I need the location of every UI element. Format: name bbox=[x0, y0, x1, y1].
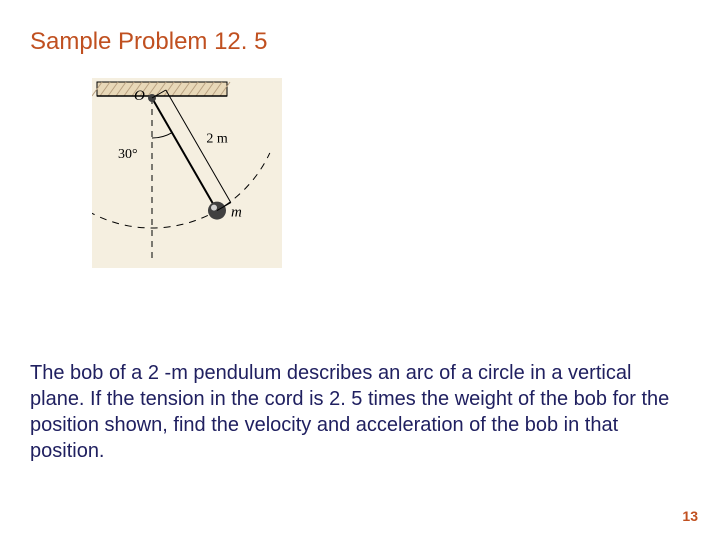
pendulum-diagram: O 30° 2 m m bbox=[92, 78, 312, 278]
svg-text:O: O bbox=[134, 88, 145, 104]
problem-statement: The bob of a 2 -m pendulum describes an … bbox=[30, 360, 670, 464]
page-number: 13 bbox=[682, 508, 698, 524]
svg-text:m: m bbox=[231, 205, 242, 221]
svg-text:30°: 30° bbox=[118, 147, 138, 162]
svg-text:2 m: 2 m bbox=[206, 131, 228, 146]
slide-title: Sample Problem 12. 5 bbox=[30, 28, 267, 56]
